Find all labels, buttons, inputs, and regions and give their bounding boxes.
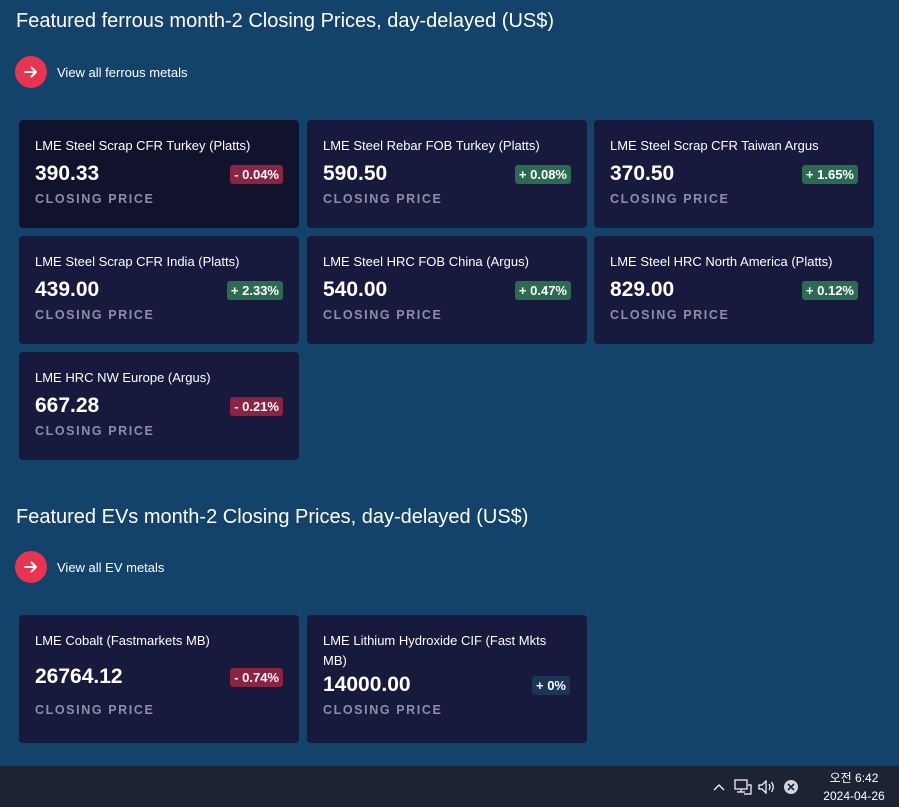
closing-price-label: CLOSING PRICE [323,192,443,206]
change-badge: + 0.08% [514,164,571,184]
clock-date: 2024-04-26 [823,788,885,803]
price-card[interactable]: LME Steel Scrap CFR India (Platts) 439.0… [19,236,299,344]
price-card[interactable]: LME Steel Scrap CFR Turkey (Platts) 390.… [19,120,299,228]
change-badge: - 0.74% [230,667,283,687]
closing-price-value: 390.33 [35,162,100,185]
card-name: LME Steel Scrap CFR Taiwan Argus [610,138,819,153]
view-all-ferrous-label[interactable]: View all ferrous metals [57,64,188,80]
ferrous-section-title: Featured ferrous month-2 Closing Prices,… [16,10,555,32]
card-name: LME HRC NW Europe (Argus) [35,370,211,385]
closing-price-label: CLOSING PRICE [610,192,730,206]
closing-price-value: 540.00 [323,278,388,301]
evs-section-title: Featured EVs month-2 Closing Prices, day… [16,506,529,528]
closing-price-label: CLOSING PRICE [323,308,443,322]
view-all-ev-label[interactable]: View all EV metals [57,559,165,575]
arrow-right-icon[interactable] [15,551,47,583]
closing-price-label: CLOSING PRICE [35,703,155,717]
clock-time: 오전 6:42 [829,770,879,785]
taskbar-clock[interactable]: 오전 6:42 2024-04-26 [809,769,899,805]
closing-price-value: 439.00 [35,278,100,301]
closing-price-label: CLOSING PRICE [610,308,730,322]
card-name: LME Lithium Hydroxide CIF (Fast Mkts MB) [323,633,547,668]
card-name: LME Cobalt (Fastmarkets MB) [35,633,210,648]
view-all-ferrous-link[interactable]: View all ferrous metals [15,56,188,88]
price-card[interactable]: LME Steel Rebar FOB Turkey (Platts) 590.… [307,120,587,228]
change-badge: + 1.65% [801,164,858,184]
change-badge: + 0% [532,675,570,695]
taskbar: 오전 6:42 2024-04-26 [0,766,899,807]
card-name: LME Steel Rebar FOB Turkey (Platts) [323,138,540,153]
change-badge: + 2.33% [226,280,283,300]
price-card[interactable]: LME HRC NW Europe (Argus) 667.28 - 0.21%… [19,352,299,460]
price-card[interactable]: LME Steel HRC North America (Platts) 829… [594,236,874,344]
network-icon[interactable] [731,766,755,807]
closing-price-label: CLOSING PRICE [35,192,155,206]
card-name: LME Steel HRC FOB China (Argus) [323,254,529,269]
closing-price-label: CLOSING PRICE [35,308,155,322]
change-badge: + 0.12% [801,280,858,300]
closing-price-value: 667.28 [35,394,100,417]
price-card[interactable]: LME Lithium Hydroxide CIF (Fast Mkts MB)… [307,615,587,743]
closing-price-value: 14000.00 [323,673,411,696]
closing-price-label: CLOSING PRICE [35,424,155,438]
speaker-icon[interactable] [755,766,779,807]
closing-price-value: 829.00 [610,278,675,301]
card-name: LME Steel HRC North America (Platts) [610,254,833,269]
closing-price-value: 26764.12 [35,665,123,688]
price-card[interactable]: LME Steel Scrap CFR Taiwan Argus 370.50 … [594,120,874,228]
card-name: LME Steel Scrap CFR India (Platts) [35,254,240,269]
chevron-up-icon[interactable] [707,766,731,807]
change-badge: - 0.04% [230,164,283,184]
arrow-right-icon[interactable] [15,56,47,88]
close-circle-icon[interactable] [779,766,803,807]
price-card[interactable]: LME Cobalt (Fastmarkets MB) 26764.12 - 0… [19,615,299,743]
view-all-ev-link[interactable]: View all EV metals [15,551,164,583]
card-name: LME Steel Scrap CFR Turkey (Platts) [35,138,251,153]
closing-price-label: CLOSING PRICE [323,703,443,717]
system-tray: 오전 6:42 2024-04-26 [707,766,899,807]
closing-price-value: 590.50 [323,162,388,185]
change-badge: + 0.47% [514,280,571,300]
price-card[interactable]: LME Steel HRC FOB China (Argus) 540.00 +… [307,236,587,344]
change-badge: - 0.21% [230,396,283,416]
closing-price-value: 370.50 [610,162,675,185]
